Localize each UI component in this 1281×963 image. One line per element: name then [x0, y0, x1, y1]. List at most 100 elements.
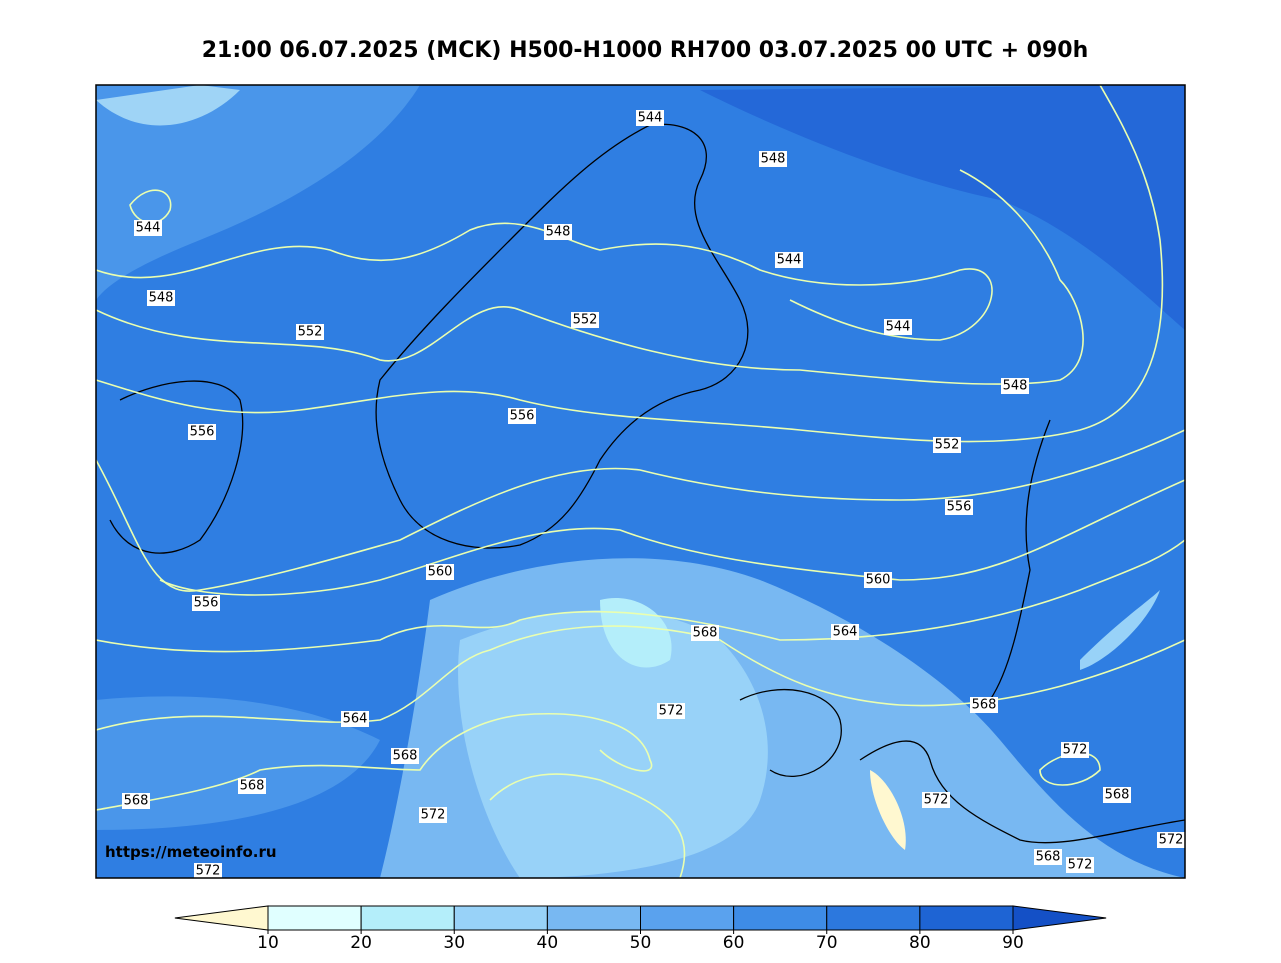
coastline	[375, 123, 749, 549]
contour-label: 548	[1003, 379, 1028, 394]
colorbar-tick-label: 50	[630, 933, 652, 953]
colorbar-tick-label: 10	[257, 933, 279, 953]
contour-label: 548	[761, 152, 786, 167]
contour-label-box	[194, 863, 222, 878]
contour-label-box	[192, 595, 220, 611]
colorbar-segment	[640, 905, 735, 931]
contour-label: 572	[1063, 743, 1088, 758]
contour-label-box	[122, 793, 150, 809]
contour-label-box	[147, 290, 175, 306]
colorbar-tick-label: 30	[443, 933, 465, 953]
contour-label: 568	[1105, 788, 1130, 803]
contour-line	[96, 169, 1084, 385]
contour-label-box	[1034, 849, 1062, 865]
colorbar-segment	[546, 905, 641, 931]
contour-label: 560	[428, 565, 453, 580]
coastline	[109, 380, 244, 554]
colorbar-tick-label: 70	[816, 933, 838, 953]
contour-label-box	[922, 792, 950, 808]
contour-label: 552	[298, 325, 323, 340]
colorbar-segment	[733, 905, 828, 931]
contour-label: 568	[1036, 850, 1061, 865]
humidity-area	[870, 770, 906, 850]
contour-label-box	[1061, 742, 1089, 758]
contour-label-box	[691, 625, 719, 641]
colorbar-segment	[360, 905, 455, 931]
watermark: https://meteoinfo.ru	[105, 843, 277, 861]
colorbar-extend-low	[174, 905, 269, 931]
contour-label: 572	[659, 704, 684, 719]
contour-label-box	[945, 499, 973, 515]
contour-label-box	[391, 748, 419, 764]
contour-label: 568	[124, 794, 149, 809]
contour-label: 568	[240, 779, 265, 794]
coastline	[739, 688, 1185, 844]
contour-label: 568	[693, 626, 718, 641]
contour-line	[159, 479, 1185, 596]
contour-label-box	[884, 319, 912, 335]
contour-label-box	[341, 711, 369, 727]
contour-label: 572	[1068, 858, 1093, 873]
contour-label: 548	[149, 291, 174, 306]
colorbar-tick-label: 90	[1002, 933, 1024, 953]
contour-label-box	[759, 151, 787, 167]
contour-label: 544	[777, 253, 802, 268]
contour-label-box	[831, 624, 859, 640]
contour-label: 560	[866, 573, 891, 588]
contour-label-box	[970, 697, 998, 713]
contour-label-box	[1001, 378, 1029, 394]
colorbar-tick-label: 80	[909, 933, 931, 953]
contour-label-box	[1157, 832, 1185, 848]
humidity-area	[458, 610, 768, 878]
humidity-area	[96, 85, 240, 126]
contour-label-box	[426, 564, 454, 580]
contour-label: 544	[638, 111, 663, 126]
contour-label-box	[544, 224, 572, 240]
contour-line	[96, 713, 686, 878]
contour-label: 556	[510, 409, 535, 424]
contour-label: 556	[190, 425, 215, 440]
contour-label-box	[864, 572, 892, 588]
contour-label-box	[571, 312, 599, 328]
contour-label: 556	[947, 500, 972, 515]
colorbar-extend-high	[1012, 905, 1107, 931]
contour-label-box	[238, 778, 266, 794]
contour-label-box	[775, 252, 803, 268]
contour-line	[96, 85, 1164, 443]
colorbar: 10 20 30 40 50 60 70 80 90	[174, 905, 1107, 953]
colorbar-segment	[267, 905, 362, 931]
contour-label: 544	[136, 221, 161, 236]
contour-label-box	[188, 424, 216, 440]
contour-label-box	[933, 437, 961, 453]
colorbar-segment	[453, 905, 548, 931]
contour-label: 568	[393, 749, 418, 764]
contour-label-box	[657, 703, 685, 719]
humidity-area	[700, 85, 1185, 330]
contour-label-box	[419, 807, 447, 823]
contour-label: 572	[196, 864, 221, 879]
coastline	[989, 419, 1051, 701]
contour-label: 564	[343, 712, 368, 727]
contour-label-box	[134, 220, 162, 236]
contour-label: 552	[935, 438, 960, 453]
contour-label: 544	[886, 320, 911, 335]
contour-label: 568	[972, 698, 997, 713]
map-frame	[95, 84, 1186, 879]
contour-label: 552	[573, 313, 598, 328]
colorbar-tick-label: 60	[723, 933, 745, 953]
contour-label: 572	[1159, 833, 1184, 848]
contour-label-box	[1066, 857, 1094, 873]
contour-line	[96, 539, 1185, 653]
contour-label-box	[1103, 787, 1131, 803]
contour-labels: 544 548 552 556 556 544 548 548 552 544 544 548 552 5…	[122, 110, 1185, 879]
contour-label: 556	[194, 596, 219, 611]
contour-label: 572	[924, 793, 949, 808]
contour-label-box	[508, 408, 536, 424]
colorbar-segment	[919, 905, 1014, 931]
contour-label: 548	[546, 225, 571, 240]
contour-line	[96, 222, 993, 341]
contour-label-box	[296, 324, 324, 340]
colorbar-segment	[826, 905, 921, 931]
colorbar-tick-label: 20	[350, 933, 372, 953]
